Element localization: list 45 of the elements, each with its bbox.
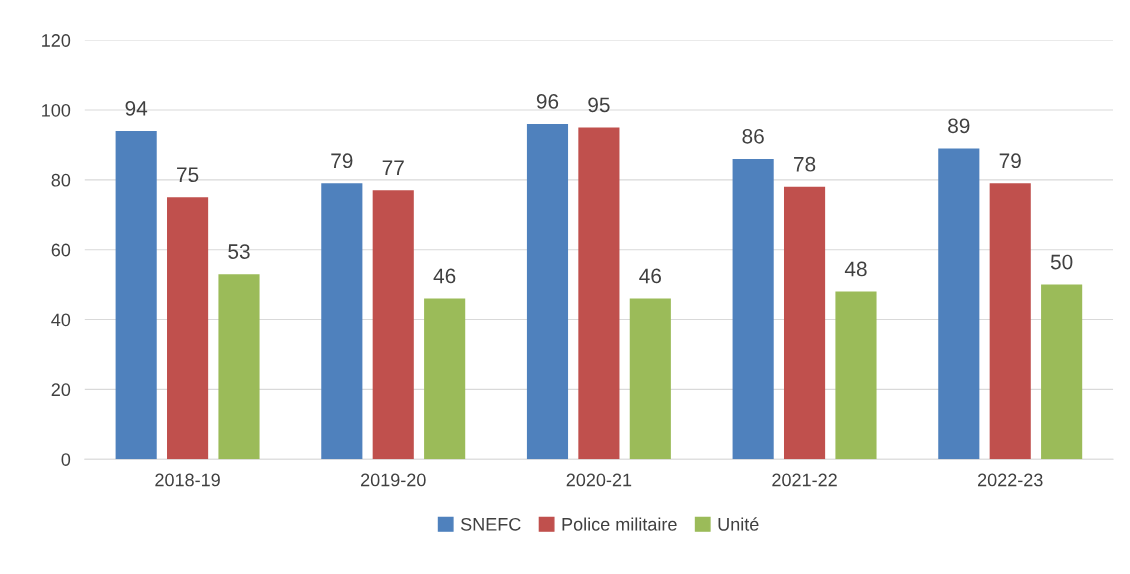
bar (835, 291, 877, 460)
bar (167, 197, 209, 460)
legend-label: Police militaire (562, 517, 677, 531)
x-tick-label: 2020-21 (566, 473, 632, 487)
x-tick-label: 2019-20 (361, 473, 426, 487)
x-tick-label: 2018-19 (155, 473, 220, 487)
data-label: 89 (948, 118, 970, 134)
y-tick-label: 40 (51, 313, 71, 327)
x-tick-label: 2022-23 (978, 473, 1043, 487)
data-label: 86 (742, 128, 764, 144)
legend-label: Unité (718, 517, 759, 531)
data-label: 77 (382, 160, 404, 175)
data-label: 79 (331, 153, 353, 169)
y-tick-label: 20 (51, 383, 71, 397)
bar (578, 127, 620, 460)
bar (629, 298, 671, 460)
bar (938, 148, 980, 460)
bar (989, 183, 1031, 460)
data-label: 95 (588, 97, 610, 113)
bar (218, 274, 260, 460)
data-label: 79 (999, 153, 1021, 169)
bar (321, 183, 363, 460)
bar (115, 130, 157, 460)
data-label: 53 (228, 244, 250, 259)
y-tick-label: 60 (51, 243, 71, 257)
data-label: 96 (536, 94, 559, 109)
data-label: 48 (844, 261, 867, 277)
bar (424, 298, 466, 460)
y-tick-label: 0 (61, 453, 71, 466)
data-label: 94 (125, 100, 148, 116)
bar (372, 190, 414, 460)
bar (1041, 284, 1083, 460)
data-label: 75 (177, 167, 199, 183)
bar (526, 123, 569, 460)
y-tick-label: 120 (42, 34, 71, 47)
x-tick-label: 2021-22 (772, 473, 837, 487)
data-label: 50 (1050, 254, 1073, 270)
data-label: 78 (794, 156, 816, 172)
y-tick-label: 100 (42, 103, 71, 117)
data-label: 46 (639, 268, 661, 284)
legend-label: SNEFC (460, 517, 521, 531)
bar (783, 186, 826, 460)
data-label: 46 (433, 268, 456, 284)
y-tick-label: 80 (51, 173, 71, 187)
bar (732, 158, 774, 460)
